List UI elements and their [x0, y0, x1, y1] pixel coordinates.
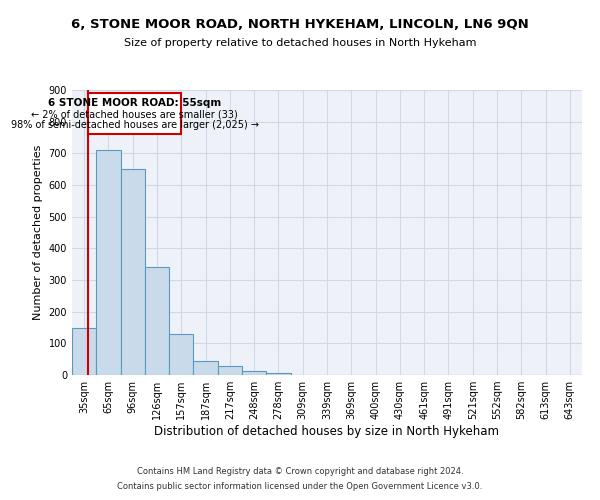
- Bar: [145, 268, 169, 375]
- Bar: [121, 169, 145, 375]
- X-axis label: Distribution of detached houses by size in North Hykeham: Distribution of detached houses by size …: [155, 425, 499, 438]
- Bar: [169, 334, 193, 375]
- Bar: [193, 362, 218, 375]
- Text: ← 2% of detached houses are smaller (33): ← 2% of detached houses are smaller (33): [31, 110, 238, 120]
- Text: 6 STONE MOOR ROAD: 55sqm: 6 STONE MOOR ROAD: 55sqm: [48, 98, 221, 108]
- Text: Contains public sector information licensed under the Open Government Licence v3: Contains public sector information licen…: [118, 482, 482, 491]
- Bar: [266, 374, 290, 375]
- Bar: [242, 371, 266, 375]
- Text: 98% of semi-detached houses are larger (2,025) →: 98% of semi-detached houses are larger (…: [11, 120, 259, 130]
- Y-axis label: Number of detached properties: Number of detached properties: [33, 145, 43, 320]
- Text: Size of property relative to detached houses in North Hykeham: Size of property relative to detached ho…: [124, 38, 476, 48]
- Bar: [96, 150, 121, 375]
- Text: 6, STONE MOOR ROAD, NORTH HYKEHAM, LINCOLN, LN6 9QN: 6, STONE MOOR ROAD, NORTH HYKEHAM, LINCO…: [71, 18, 529, 30]
- Text: Contains HM Land Registry data © Crown copyright and database right 2024.: Contains HM Land Registry data © Crown c…: [137, 467, 463, 476]
- Bar: [72, 328, 96, 375]
- Bar: [218, 366, 242, 375]
- Bar: [88, 93, 181, 134]
